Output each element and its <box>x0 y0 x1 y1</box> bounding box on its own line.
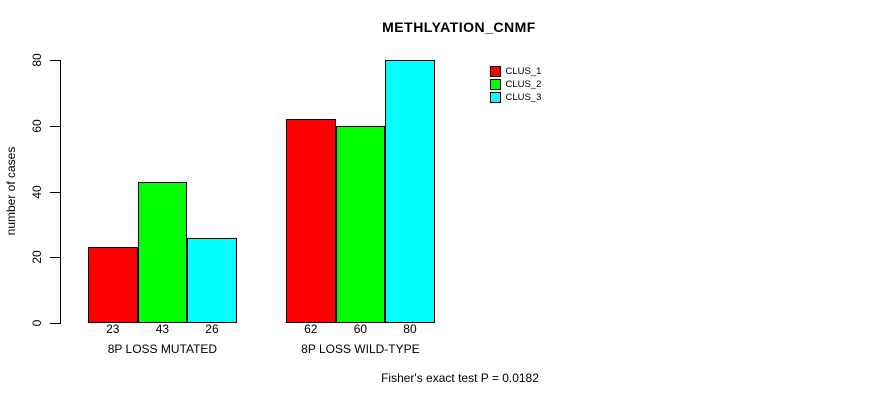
group-label: 8P LOSS MUTATED <box>107 342 218 356</box>
bar-value-label: 60 <box>353 322 368 336</box>
y-axis-tick-label: 0 <box>30 319 44 327</box>
legend-label: CLUS_1 <box>505 66 542 77</box>
chart-title: METHLYATION_CNMF <box>382 19 536 35</box>
legend-label: CLUS_2 <box>505 79 542 90</box>
legend-item: CLUS_3 <box>490 91 541 104</box>
group-label: 8P LOSS WILD-TYPE <box>301 342 420 356</box>
bar-clus-1-8p-loss-wild-type <box>286 119 336 323</box>
legend-swatch-clus_1 <box>490 66 501 77</box>
y-axis-line <box>60 60 61 324</box>
legend: CLUS_1 CLUS_2 CLUS_3 <box>490 65 541 104</box>
legend-label: CLUS_3 <box>505 92 542 103</box>
bar-value-label: 80 <box>403 322 417 336</box>
y-axis-label: number of cases <box>4 146 18 236</box>
bar-clus-2-8p-loss-wild-type <box>335 125 386 323</box>
y-axis-tick <box>50 191 60 193</box>
y-axis-tick <box>50 60 60 61</box>
legend-swatch-clus_3 <box>490 92 501 103</box>
bar-clus-2-8p-loss-mutated <box>137 181 188 323</box>
bar-value-label: 23 <box>106 322 120 336</box>
legend-item: CLUS_1 <box>490 65 541 78</box>
y-axis-tick <box>50 257 60 259</box>
legend-swatch-clus_2 <box>490 79 501 90</box>
bar-value-label: 26 <box>205 322 219 336</box>
legend-item: CLUS_2 <box>490 78 541 91</box>
y-axis-tick-label: 80 <box>30 53 44 67</box>
y-axis-tick <box>50 323 60 324</box>
y-axis-tick-label: 60 <box>30 119 44 133</box>
y-axis-tick-label: 40 <box>30 184 44 199</box>
bar-value-label: 62 <box>304 322 318 336</box>
y-axis-tick-label: 20 <box>30 250 44 264</box>
bar-value-label: 43 <box>155 322 170 336</box>
bar-clus-1-8p-loss-mutated <box>88 247 138 323</box>
stats-footer: Fisher's exact test P = 0.0182 <box>381 371 539 385</box>
y-axis-tick <box>50 125 60 127</box>
bar-clus-3-8p-loss-mutated <box>187 237 237 323</box>
bar-clus-3-8p-loss-wild-type <box>385 60 435 323</box>
